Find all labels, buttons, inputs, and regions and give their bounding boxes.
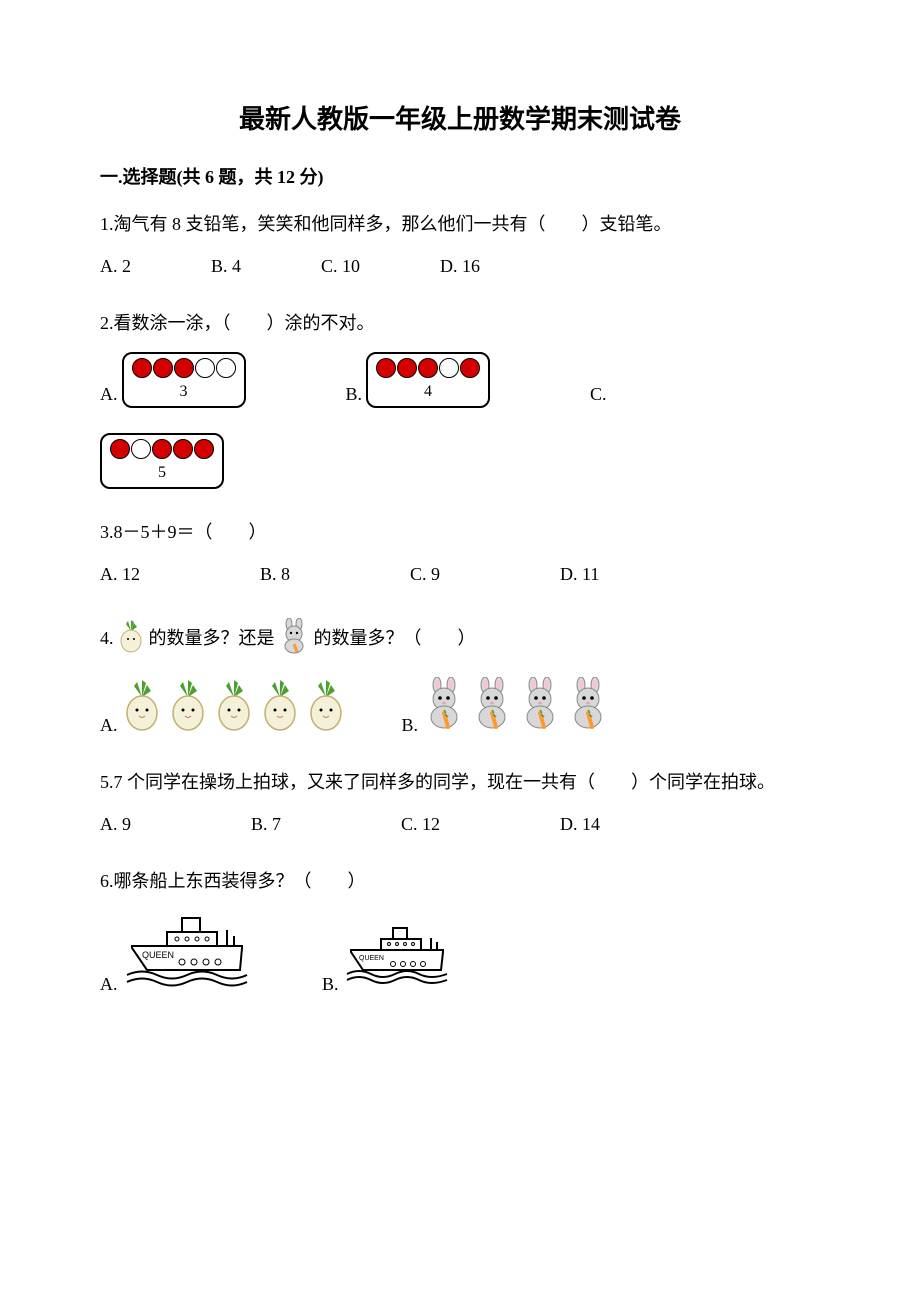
q1-opt-a: A. 2 (100, 253, 131, 280)
page-title: 最新人教版一年级上册数学期末测试卷 (100, 100, 820, 139)
q2-opt-a: A. (100, 381, 118, 408)
q2-text: 2.看数涂一涂，（ ）涂的不对。 (100, 310, 820, 337)
question-4: 4. 的数量多？还是 的数量多？（ ） A. (100, 618, 820, 739)
q3-opt-c: C. 9 (410, 561, 440, 588)
q4-opt-a: A. (100, 712, 118, 739)
q1-opt-d: D. 16 (440, 253, 480, 280)
q5-opt-c: C. 12 (401, 811, 440, 838)
circle-filled-red (194, 439, 214, 459)
turnip-icon (168, 679, 208, 739)
q3-opt-b: B. 8 (260, 561, 290, 588)
q3-opt-a: A. 12 (100, 561, 140, 588)
rabbit-group (422, 677, 614, 739)
q2-box-b-number: 4 (376, 380, 480, 404)
q2-box-b: 4 (366, 352, 490, 408)
circle-empty (195, 358, 215, 378)
q4-mid2: 的数量多？（ ） (314, 628, 476, 648)
q2-opt-b: B. (346, 381, 363, 408)
q4-text: 4. 的数量多？还是 的数量多？（ ） (100, 618, 820, 662)
q2-opt-c: C. (590, 384, 607, 404)
question-1: 1.淘气有 8 支铅笔，笑笑和他同样多，那么他们一共有（ ）支铅笔。 A. 2 … (100, 211, 820, 280)
rabbit-icon (518, 677, 562, 739)
rabbit-icon (422, 677, 466, 739)
q2-box-a: 3 (122, 352, 246, 408)
section-1-header: 一.选择题(共 6 题，共 12 分) (100, 164, 820, 191)
circle-filled-red (132, 358, 152, 378)
q2-box-c-number: 5 (110, 461, 214, 485)
q4-mid1: 的数量多？还是 (149, 628, 275, 648)
question-3: 3.8－5＋9＝（ ） A. 12 B. 8 C. 9 D. 11 (100, 519, 820, 588)
q6-opt-a: A. (100, 974, 118, 994)
q3-opt-d: D. 11 (560, 561, 599, 588)
q6-opt-b: B. (322, 974, 339, 994)
q4-prefix: 4. (100, 628, 114, 648)
q5-opt-a: A. 9 (100, 811, 131, 838)
q4-opt-b: B. (402, 712, 419, 739)
circle-empty (216, 358, 236, 378)
q1-opt-b: B. 4 (211, 253, 241, 280)
turnip-icon (122, 679, 162, 739)
q3-text: 3.8－5＋9＝（ ） (100, 519, 820, 546)
q5-opt-d: D. 14 (560, 811, 600, 838)
circle-filled-red (152, 439, 172, 459)
circle-filled-red (173, 439, 193, 459)
circle-filled-red (376, 358, 396, 378)
turnip-group (122, 679, 352, 739)
q2-box-a-number: 3 (132, 380, 236, 404)
question-2: 2.看数涂一涂，（ ）涂的不对。 A. 3 B. 4 C. 5 (100, 310, 820, 489)
question-5: 5.7 个同学在操场上拍球，又来了同样多的同学，现在一共有（ ）个同学在拍球。 … (100, 769, 820, 838)
ship-b-icon: QUEEN (343, 922, 453, 998)
circle-filled-red (153, 358, 173, 378)
turnip-icon (118, 619, 144, 661)
circle-filled-red (110, 439, 130, 459)
q6-text: 6.哪条船上东西装得多？（ ） (100, 868, 820, 895)
circle-filled-red (397, 358, 417, 378)
q5-opt-b: B. 7 (251, 811, 281, 838)
circle-filled-red (174, 358, 194, 378)
rabbit-icon (566, 677, 610, 739)
circle-filled-red (418, 358, 438, 378)
turnip-icon (214, 679, 254, 739)
turnip-icon (306, 679, 346, 739)
question-6: 6.哪条船上东西装得多？（ ） A. QUEEN B. (100, 868, 820, 998)
circle-empty (439, 358, 459, 378)
ship-a-icon: QUEEN (122, 910, 252, 998)
q1-opt-c: C. 10 (321, 253, 360, 280)
rabbit-icon (470, 677, 514, 739)
q2-box-c: 5 (100, 433, 224, 489)
q5-text: 5.7 个同学在操场上拍球，又来了同样多的同学，现在一共有（ ）个同学在拍球。 (100, 769, 820, 796)
turnip-icon (260, 679, 300, 739)
circle-empty (131, 439, 151, 459)
svg-text:QUEEN: QUEEN (142, 950, 174, 960)
rabbit-icon (279, 618, 309, 662)
circle-filled-red (460, 358, 480, 378)
q1-text: 1.淘气有 8 支铅笔，笑笑和他同样多，那么他们一共有（ ）支铅笔。 (100, 211, 820, 238)
svg-text:QUEEN: QUEEN (359, 955, 384, 962)
